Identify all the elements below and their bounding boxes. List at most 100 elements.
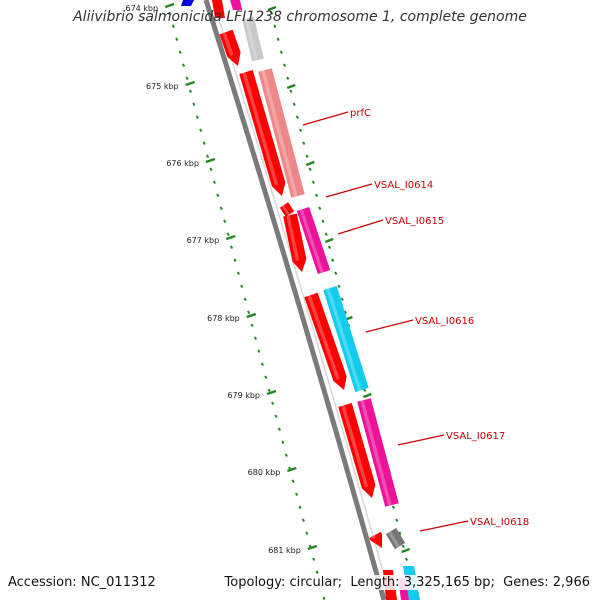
gene-arrow-red [283,213,307,272]
gene-arrow-red [219,29,241,67]
minor-tick [363,388,367,393]
major-tick [266,389,277,396]
minor-tick [401,544,405,549]
major-tick [307,544,318,551]
gene-arrow-red-highlight [341,405,369,488]
minor-tick [216,193,220,198]
major-tick [324,237,334,244]
gene-arrow-red-highlight [242,72,279,186]
major-tick [267,5,277,12]
gene-box-cyan-highlight [326,288,362,392]
minor-tick [324,232,328,237]
gene-label[interactable]: VSAL_I0616 [415,316,474,327]
accession-label: Accession: [8,575,77,590]
tick-label: 680 kbp [248,468,281,477]
gene-arrow-red [239,70,286,196]
minor-tick [195,115,199,120]
gene-label[interactable]: VSAL_I0614 [374,180,433,191]
minor-tick [267,388,271,393]
minor-tick [229,245,234,250]
gene-arrow-red-highlight [307,295,340,380]
gene-label[interactable]: VSAL_I0617 [446,431,505,442]
minor-tick [312,557,316,562]
minor-tick [308,167,312,172]
gene-label[interactable]: VSAL_I0615 [385,216,444,227]
minor-tick [192,102,196,107]
minor-tick [271,401,275,406]
gene-box-salmon-highlight [261,70,298,197]
length-value: 3,325,165 bp [403,575,491,590]
minor-tick [314,193,319,198]
minor-tick [327,245,332,250]
minor-tick [250,323,254,328]
gene-box-pink [296,206,331,275]
minor-tick [233,258,237,263]
genome-summary: Topology: circular; Length: 3,325,165 bp… [224,575,590,590]
gene-leader-line [419,520,469,532]
minor-tick [264,375,268,380]
minor-tick [322,596,326,600]
gene-arrow-pink [230,0,242,10]
gene-leader-line [397,434,445,446]
minor-tick [311,180,316,185]
minor-tick [226,232,230,237]
gene-arrow-red-highlight [222,32,234,56]
minor-tick [260,362,264,367]
minor-tick [337,284,341,289]
gene-box-gray [242,16,264,62]
minor-tick [289,89,293,94]
major-tick [185,80,196,87]
minor-tick [277,427,282,432]
backbone-shadow [212,0,392,600]
gene-arrow-red [338,403,376,498]
map-title: Aliivibrio salmonicida LFI1238 chromosom… [73,9,527,25]
minor-tick [343,310,348,315]
minor-tick [404,557,408,562]
gene-box-pink-highlight [299,209,324,274]
minor-tick [294,492,299,497]
major-tick [401,547,411,554]
minor-tick [202,141,206,146]
minor-tick [305,154,309,159]
tick-label: 674 kbp [125,4,158,13]
gene-arrow-red [369,531,383,548]
gene-box-cyan [323,285,369,393]
minor-tick [243,297,247,302]
minor-tick [302,141,306,146]
minor-tick [298,505,302,510]
minor-tick [286,76,290,81]
minor-tick [247,310,251,315]
major-tick [246,312,257,319]
topology-label: Topology: [224,575,286,590]
minor-tick [331,258,335,263]
minor-tick [219,206,223,211]
major-tick [286,466,297,473]
minor-tick [209,167,213,172]
minor-tick [305,531,309,536]
minor-tick [188,89,193,94]
gene-arrow-blue [181,0,194,6]
gene-arrow-red [212,0,225,18]
minor-tick [178,50,182,55]
gene-label[interactable]: prfC [350,108,371,119]
minor-tick [301,518,306,523]
minor-tick [391,505,396,510]
minor-tick [298,128,303,133]
gene-box-pink [357,398,399,507]
major-tick [362,392,372,399]
backbone-line [203,0,387,600]
gene-leader-line [325,183,373,198]
minor-tick [292,102,296,107]
gene-label[interactable]: VSAL_I0618 [470,517,529,528]
tick-label: 679 kbp [227,391,260,400]
minor-tick [270,11,274,16]
minor-tick [168,11,172,16]
minor-tick [279,50,283,55]
gene-arrow-red-highlight [371,535,377,540]
gene-leader-line [365,319,414,333]
tick-label: 677 kbp [187,236,220,245]
gene-box-gray-highlight [388,531,400,548]
accession-info: Accession: NC_011312 [8,575,156,590]
tick-label: 681 kbp [268,546,301,555]
minor-tick [171,24,175,29]
